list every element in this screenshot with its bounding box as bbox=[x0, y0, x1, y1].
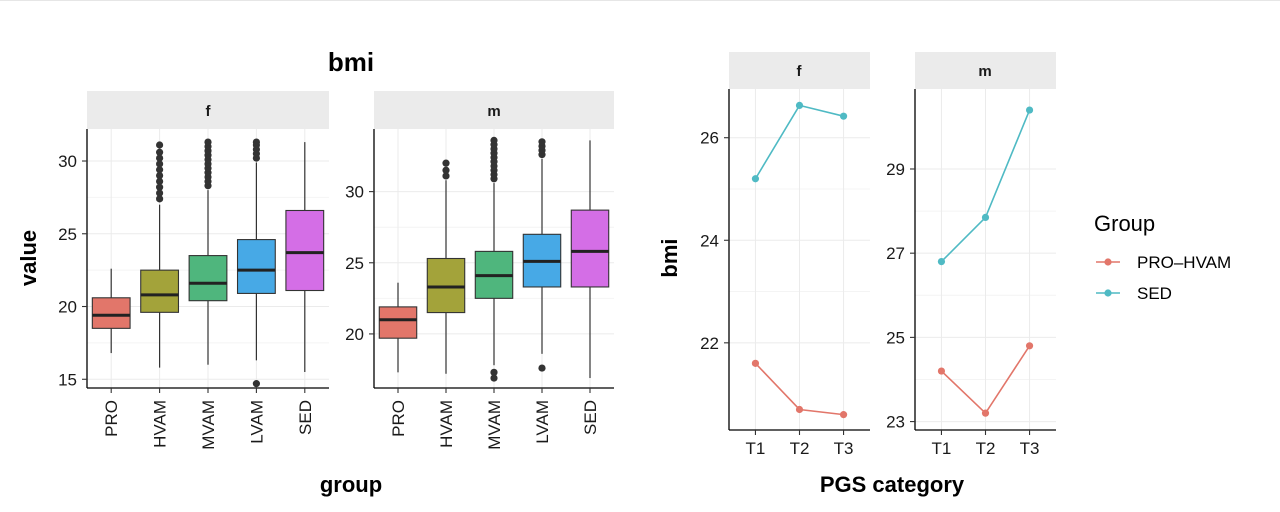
x-tick-label: MVAM bbox=[485, 400, 504, 450]
x-tick-label: HVAM bbox=[151, 400, 170, 448]
facet-strip-label: m bbox=[487, 103, 500, 120]
box-sed bbox=[570, 209, 610, 288]
outlier-point bbox=[442, 172, 450, 180]
y-tick-label: 27 bbox=[886, 244, 905, 263]
legend-label: PRO–HVAM bbox=[1137, 253, 1231, 272]
outlier-point bbox=[252, 138, 260, 146]
data-point bbox=[839, 112, 848, 120]
data-point bbox=[981, 213, 990, 222]
y-tick-label: 24 bbox=[700, 231, 719, 250]
facet-strip bbox=[374, 91, 614, 129]
legend-title: Group bbox=[1094, 211, 1155, 236]
outlier-point bbox=[252, 380, 260, 388]
boxplot-chart: bmi group value f 15 20 25 30 PRO HVAM MVAM LVA… bbox=[16, 47, 614, 497]
legend: Group PRO–HVAM SED bbox=[1094, 211, 1231, 303]
facet-strip bbox=[915, 52, 1056, 89]
x-tick-label: LVAM bbox=[247, 400, 266, 444]
x-axis-label: group bbox=[320, 472, 382, 497]
data-point bbox=[937, 258, 946, 266]
outlier-point bbox=[156, 177, 164, 185]
x-tick-label: T2 bbox=[790, 439, 810, 458]
outlier-point bbox=[156, 171, 164, 180]
legend-label: SED bbox=[1137, 284, 1172, 303]
y-axis-label: value bbox=[16, 230, 41, 286]
legend-item-sed: SED bbox=[1096, 284, 1172, 303]
facet-strip-label: f bbox=[206, 103, 212, 120]
y-tick-label: 25 bbox=[58, 225, 77, 244]
facet-strip bbox=[87, 91, 329, 129]
legend-key-point bbox=[1104, 258, 1112, 266]
x-tick-label: SED bbox=[581, 400, 600, 435]
x-tick-label: MVAM bbox=[199, 400, 218, 450]
x-axis-label: PGS category bbox=[820, 472, 965, 497]
facet-panel-f: f 15 20 25 30 PRO HVAM MVAM LVAM SED bbox=[58, 91, 329, 450]
data-point bbox=[751, 359, 760, 367]
x-tick-label: T2 bbox=[976, 439, 996, 458]
box-mvam bbox=[188, 255, 228, 302]
legend-key-point bbox=[1104, 289, 1112, 297]
outlier-point bbox=[204, 138, 212, 146]
x-tick-label: T1 bbox=[746, 439, 766, 458]
x-tick-label: T3 bbox=[834, 439, 854, 458]
y-tick-label: 25 bbox=[886, 328, 905, 347]
x-tick-label: T3 bbox=[1020, 439, 1040, 458]
facet-panel-m: m 23 25 27 29 T1 T2 T3 bbox=[886, 52, 1056, 458]
outlier-point bbox=[156, 195, 164, 203]
facet-panel-f: f 22 24 26 T1 T2 T3 bbox=[700, 52, 870, 458]
y-tick-label: 20 bbox=[58, 298, 77, 317]
facet-panel-m: m 20 25 30 PRO HVAM MVAM LVAM SED bbox=[345, 91, 614, 450]
outlier-point bbox=[156, 166, 164, 174]
legend-item-pro-hvam: PRO–HVAM bbox=[1096, 253, 1231, 272]
y-tick-label: 26 bbox=[700, 129, 719, 148]
outlier-point bbox=[442, 159, 450, 167]
y-tick-label: 25 bbox=[345, 254, 364, 273]
box-pro bbox=[91, 297, 131, 329]
chart-title: bmi bbox=[328, 47, 374, 77]
outlier-point bbox=[490, 136, 498, 144]
data-point bbox=[795, 405, 804, 414]
y-tick-label: 15 bbox=[58, 370, 77, 389]
data-point bbox=[839, 411, 848, 419]
box-lvam bbox=[236, 239, 276, 294]
box-hvam bbox=[140, 269, 180, 313]
y-tick-label: 20 bbox=[345, 325, 364, 344]
data-point bbox=[981, 409, 990, 417]
facet-strip-label: f bbox=[797, 63, 803, 80]
outlier-point bbox=[442, 166, 450, 174]
x-tick-label: LVAM bbox=[533, 400, 552, 444]
data-point bbox=[795, 101, 804, 110]
data-point bbox=[1025, 342, 1034, 350]
y-tick-label: 23 bbox=[886, 413, 905, 432]
x-tick-label: PRO bbox=[102, 400, 121, 437]
data-point bbox=[1025, 106, 1034, 114]
box-pro bbox=[378, 306, 418, 339]
y-tick-label: 29 bbox=[886, 160, 905, 179]
outlier-point bbox=[538, 364, 546, 372]
outlier-point bbox=[156, 183, 164, 191]
data-point bbox=[937, 367, 946, 375]
y-tick-label: 30 bbox=[345, 183, 364, 202]
facet-strip-label: m bbox=[978, 63, 991, 80]
line-chart: PGS category bmi f 22 24 26 T1 T2 T3 m 23 25 27… bbox=[657, 52, 1231, 497]
x-tick-label: SED bbox=[296, 400, 315, 435]
outlier-point bbox=[490, 368, 498, 376]
outlier-point bbox=[156, 160, 164, 168]
outlier-point bbox=[538, 138, 546, 146]
facet-strip bbox=[729, 52, 870, 89]
box-sed bbox=[285, 209, 325, 292]
data-point bbox=[751, 175, 760, 183]
y-tick-label: 30 bbox=[58, 152, 77, 171]
outlier-point bbox=[490, 374, 498, 382]
x-tick-label: HVAM bbox=[437, 400, 456, 448]
outlier-point bbox=[156, 141, 164, 149]
outlier-point bbox=[156, 189, 164, 197]
outlier-point bbox=[156, 154, 164, 162]
x-tick-label: T1 bbox=[932, 439, 952, 458]
outlier-point bbox=[156, 148, 164, 156]
x-tick-label: PRO bbox=[389, 400, 408, 437]
y-tick-label: 22 bbox=[700, 334, 719, 353]
y-axis-label: bmi bbox=[657, 238, 682, 277]
